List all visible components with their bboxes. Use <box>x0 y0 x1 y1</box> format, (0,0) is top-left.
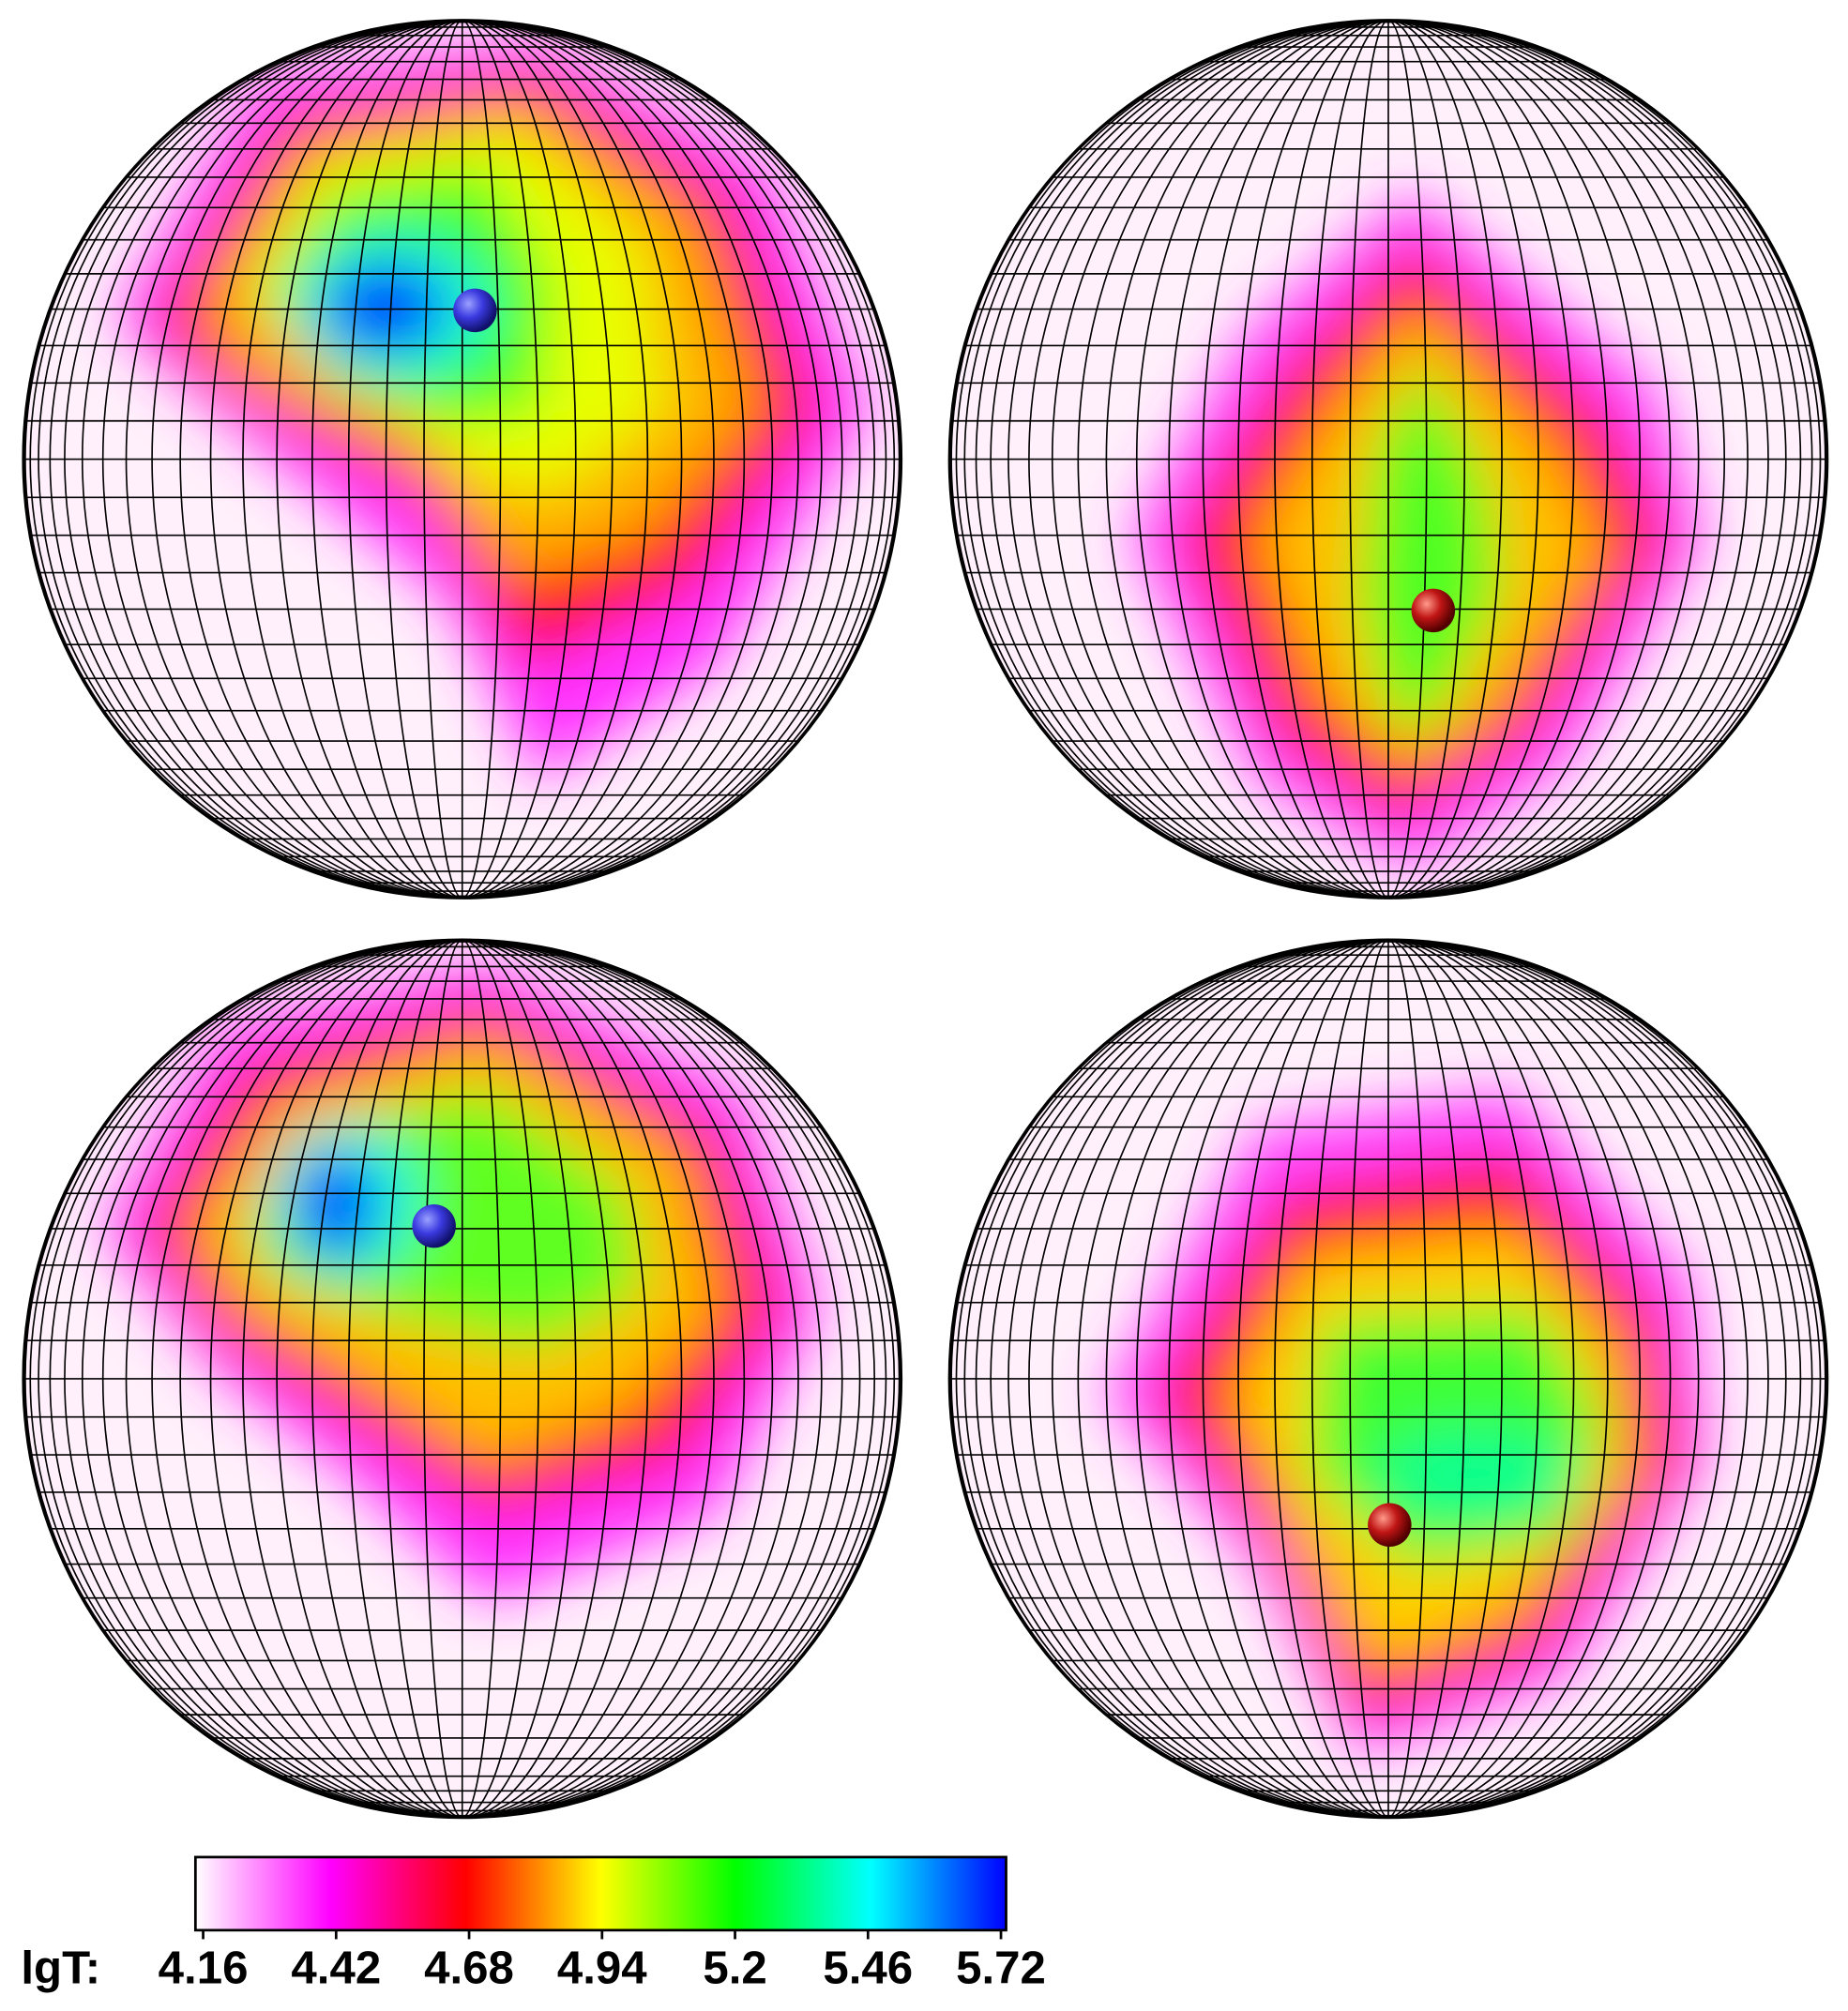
tick-label: 5.72 <box>956 1943 1046 1994</box>
colorbar-label: lgT: <box>21 1943 100 1994</box>
tick-label: 5.46 <box>823 1943 913 1994</box>
tick-label: 4.42 <box>291 1943 381 1994</box>
colorbar <box>193 1855 1007 1932</box>
tick-label: 4.94 <box>557 1943 647 1994</box>
marker-sphere <box>1368 1503 1412 1548</box>
marker-sphere <box>453 288 497 333</box>
tick-label: 4.16 <box>159 1943 249 1994</box>
marker-sphere <box>412 1203 456 1248</box>
sphere-outline <box>947 19 1829 900</box>
tick-label: 4.68 <box>424 1943 514 1994</box>
marker-sphere <box>1411 588 1456 633</box>
sphere-outline <box>947 938 1829 1820</box>
sphere-outline <box>22 938 903 1820</box>
sphere-map <box>949 20 1827 899</box>
sphere-grid <box>22 19 1829 1820</box>
tick-label: 5.2 <box>703 1943 766 1994</box>
sphere-outline <box>22 19 903 900</box>
